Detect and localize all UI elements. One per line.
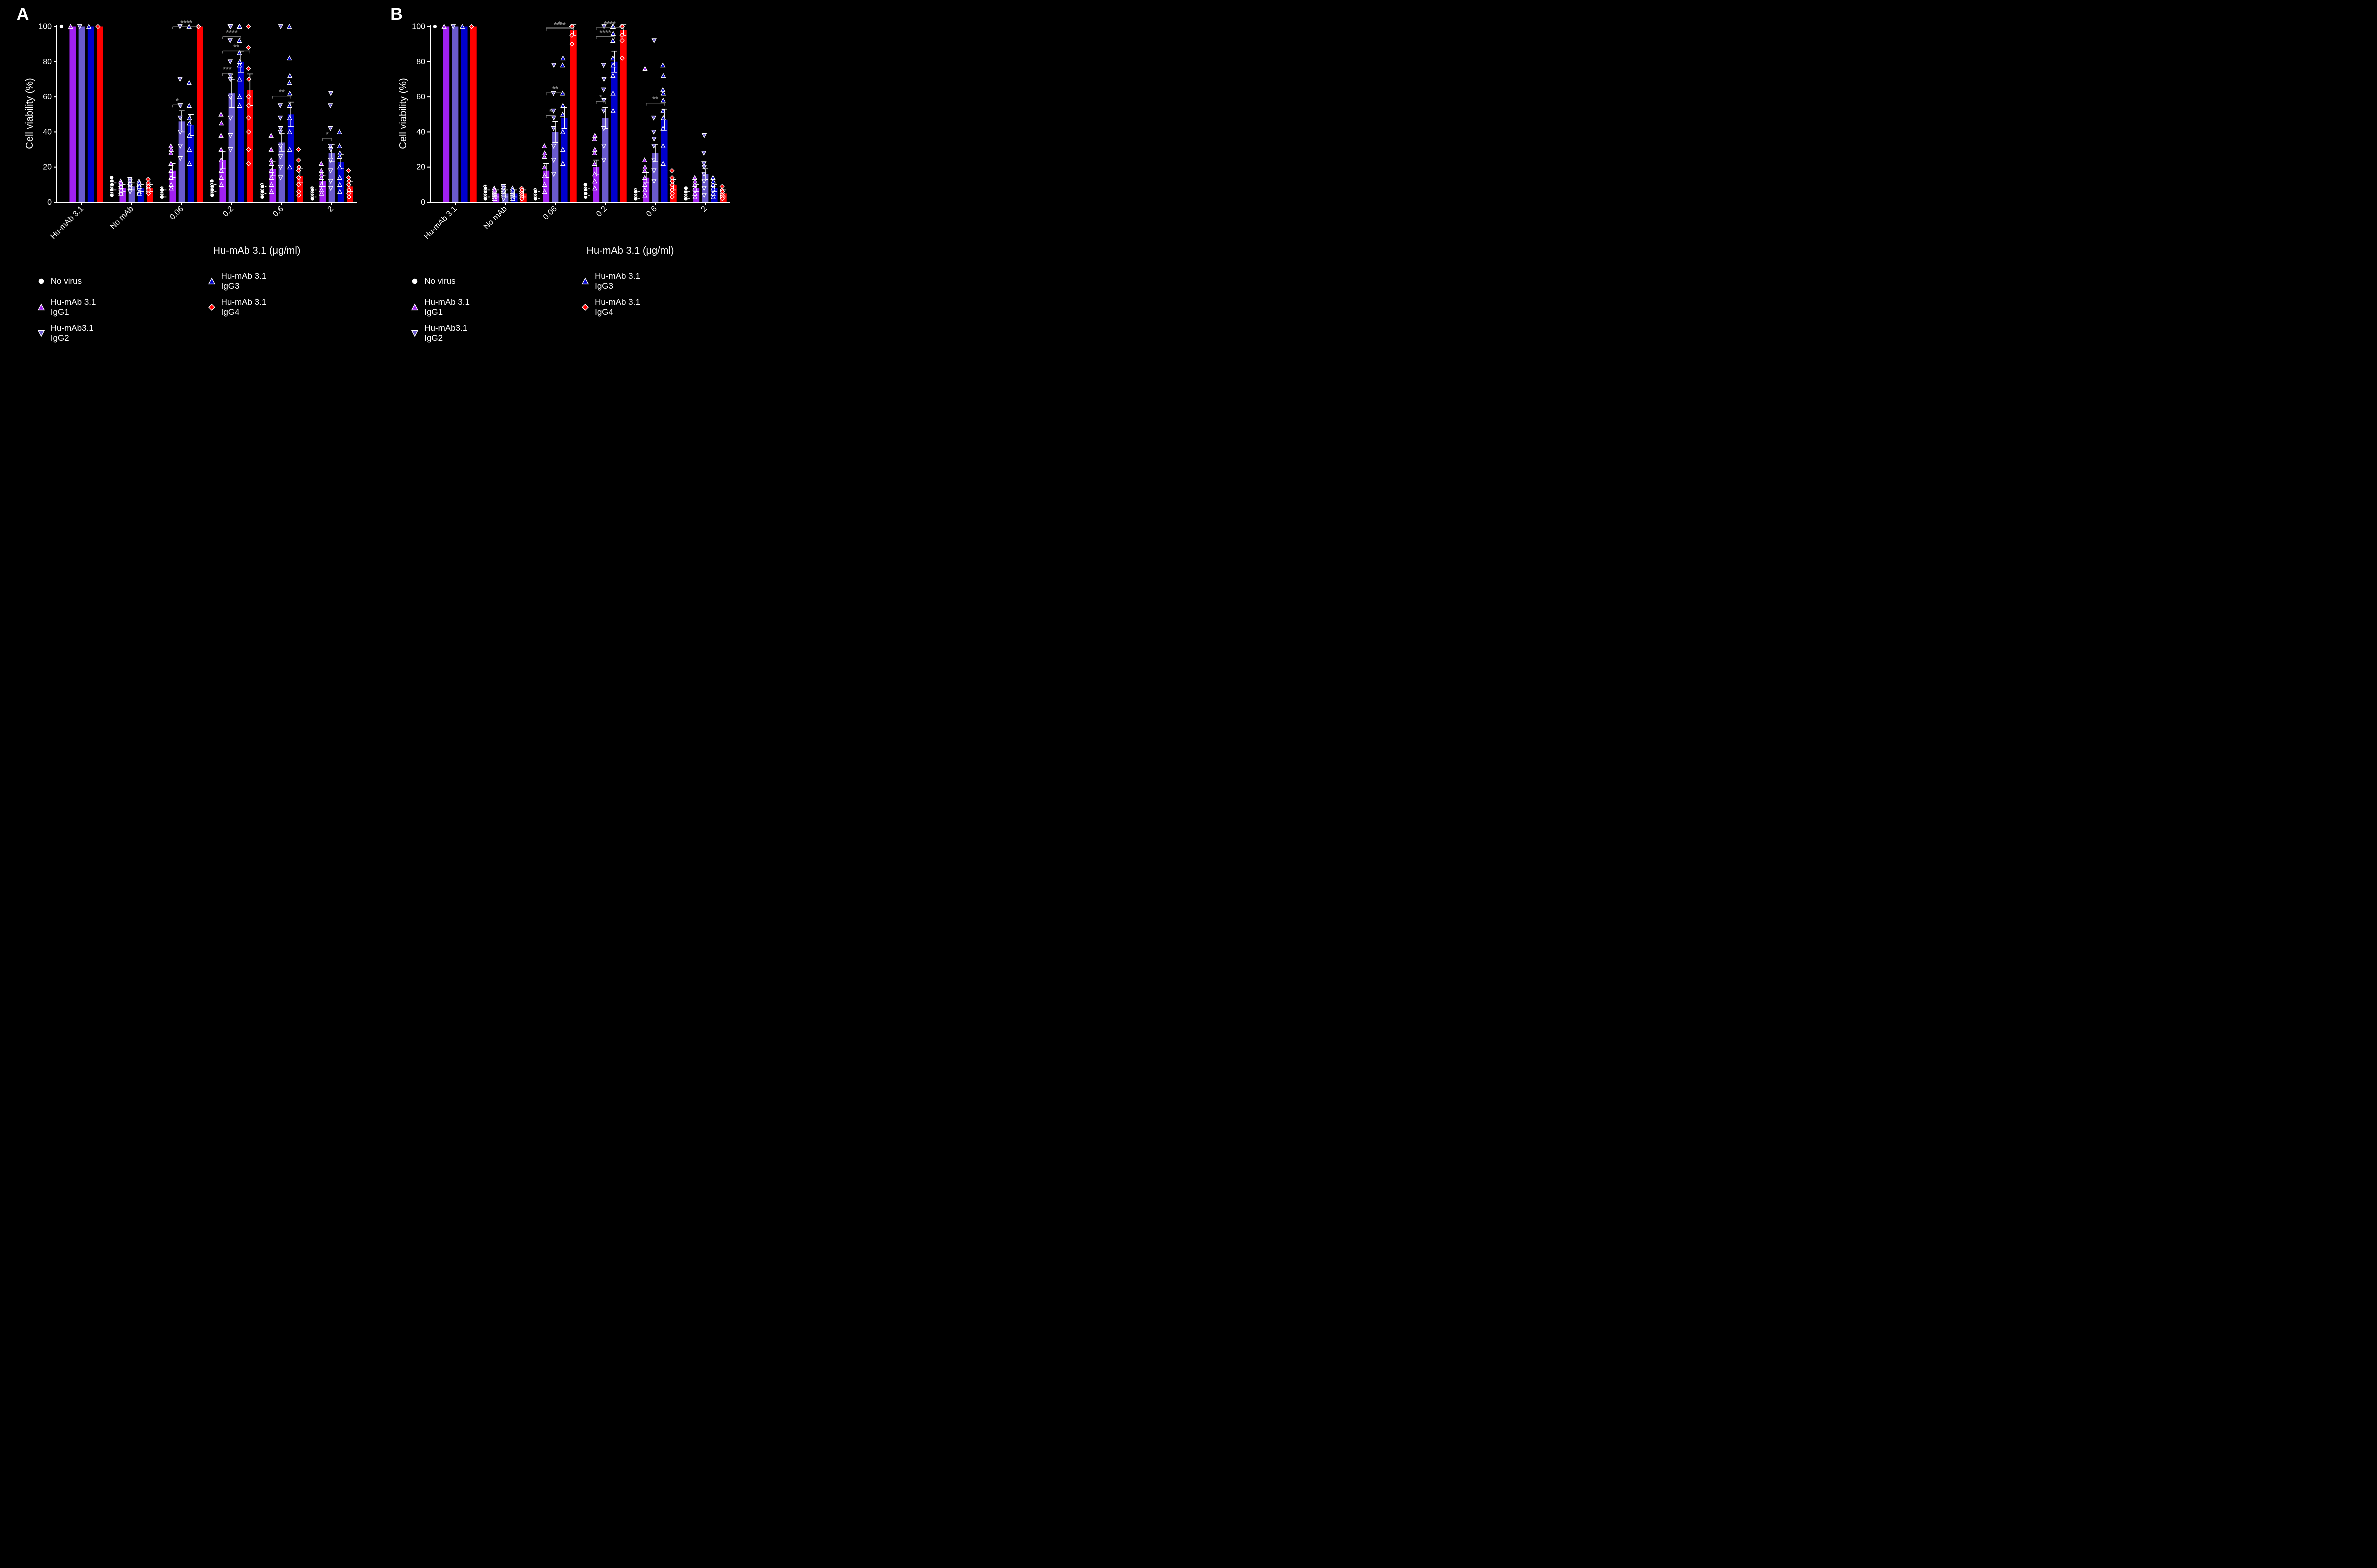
- legend-label-c0: No virus: [51, 276, 82, 286]
- legend-marker-c0: [410, 277, 419, 286]
- legend-label-c3: Hu-mAb 3.1 IgG3: [221, 271, 272, 291]
- svg-text:2: 2: [700, 205, 709, 214]
- svg-text:0.06: 0.06: [542, 205, 559, 222]
- chart-page: A 020406080100Cell viability (%)Hu-mAb 3…: [0, 0, 757, 348]
- svg-text:100: 100: [412, 23, 426, 31]
- svg-text:20: 20: [416, 163, 425, 172]
- legend-label-c1: Hu-mAb 3.1 IgG1: [51, 297, 112, 317]
- y-axis-label: Cell viability (%): [398, 78, 409, 149]
- svg-text:0.6: 0.6: [645, 205, 659, 219]
- svg-text:**: **: [652, 95, 658, 104]
- legend-entry-c4: Hu-mAb 3.1 IgG4: [581, 297, 645, 317]
- svg-text:40: 40: [416, 128, 425, 136]
- chart-a-svg: 0 20 40 60 80 100 Cell viability (%) Hu-mAb 3.1…: [22, 10, 362, 260]
- svg-text:40: 40: [43, 128, 52, 136]
- svg-text:Hu-mAb 3.1: Hu-mAb 3.1: [49, 205, 85, 241]
- svg-text:*: *: [176, 97, 179, 105]
- legend-label-c3: Hu-mAb 3.1 IgG3: [595, 271, 645, 291]
- svg-text:***: ***: [223, 65, 232, 74]
- legend-label-c4: Hu-mAb 3.1 IgG4: [221, 297, 272, 317]
- legend-marker-c4: [207, 303, 216, 312]
- legend-entry-c3: Hu-mAb 3.1 IgG3: [207, 271, 272, 291]
- legend-entry-c0: No virus: [37, 271, 112, 291]
- svg-text:****: ****: [554, 21, 566, 29]
- legend-entry-c4: Hu-mAb 3.1 IgG4: [207, 297, 272, 317]
- svg-text:*: *: [549, 107, 552, 116]
- svg-text:Hu-mAb 3.1: Hu-mAb 3.1: [423, 205, 459, 241]
- svg-text:*: *: [599, 93, 602, 102]
- svg-text:0.2: 0.2: [595, 205, 609, 219]
- legend-marker-c3: [207, 277, 216, 286]
- svg-text:Hu-mAb 3.1 (μg/ml): Hu-mAb 3.1 (μg/ml): [213, 245, 300, 256]
- svg-text:****: ****: [180, 19, 192, 27]
- legend-entry-c2: Hu-mAb3.1 IgG2: [410, 323, 486, 343]
- svg-text:0: 0: [47, 198, 52, 207]
- svg-text:*: *: [326, 130, 329, 139]
- legend-label-c1: Hu-mAb 3.1 IgG1: [424, 297, 486, 317]
- legend-marker-c2: [37, 329, 46, 338]
- svg-text:20: 20: [43, 163, 52, 172]
- legend-a: No virus Hu-mAb 3.1 IgG3 Hu-mAb 3.1 IgG1 Hu…: [22, 271, 272, 343]
- legend-label-c2: Hu-mAb3.1 IgG2: [424, 323, 486, 343]
- svg-text:No mAb: No mAb: [109, 205, 135, 231]
- panel-a: A 020406080100Cell viability (%)Hu-mAb 3…: [22, 10, 362, 343]
- svg-text:0.2: 0.2: [221, 205, 235, 219]
- svg-text:****: ****: [600, 29, 612, 37]
- legend-marker-c1: [410, 303, 419, 312]
- legend-entry-c3: Hu-mAb 3.1 IgG3: [581, 271, 645, 291]
- svg-text:**: **: [233, 43, 239, 51]
- svg-text:****: ****: [226, 29, 238, 37]
- panel-b: B 020406080100Cell viability (%)Hu-mAb 3…: [395, 10, 735, 343]
- legend-entry-c1: Hu-mAb 3.1 IgG1: [37, 297, 112, 317]
- legend-label-c4: Hu-mAb 3.1 IgG4: [595, 297, 645, 317]
- legend-marker-c4: [581, 303, 590, 312]
- legend-label-c0: No virus: [424, 276, 455, 286]
- legend-entry-c1: Hu-mAb 3.1 IgG1: [410, 297, 486, 317]
- svg-text:**: **: [552, 85, 558, 93]
- svg-text:60: 60: [416, 93, 425, 101]
- svg-text:0.06: 0.06: [168, 205, 185, 222]
- legend-entry-c2: Hu-mAb3.1 IgG2: [37, 323, 112, 343]
- svg-text:60: 60: [43, 93, 52, 101]
- svg-text:80: 80: [43, 58, 52, 66]
- legend-marker-c2: [410, 329, 419, 338]
- panel-letter-b: B: [390, 5, 403, 24]
- panel-letter-a: A: [17, 5, 29, 24]
- legend-marker-c0: [37, 277, 46, 286]
- svg-text:0.6: 0.6: [271, 205, 285, 219]
- svg-text:100: 100: [38, 23, 52, 31]
- svg-text:**: **: [279, 88, 285, 97]
- svg-text:No mAb: No mAb: [482, 205, 509, 231]
- legend-marker-c1: [37, 303, 46, 312]
- svg-text:80: 80: [416, 58, 425, 66]
- svg-text:****: ****: [604, 20, 616, 28]
- legend-b: No virus Hu-mAb 3.1 IgG3 Hu-mAb 3.1 IgG1 Hu…: [395, 271, 645, 343]
- svg-text:2: 2: [326, 205, 335, 214]
- legend-marker-c3: [581, 277, 590, 286]
- y-axis-label: Cell viability (%): [24, 78, 35, 149]
- svg-text:Hu-mAb 3.1 (μg/ml): Hu-mAb 3.1 (μg/ml): [587, 245, 674, 256]
- svg-text:0: 0: [421, 198, 425, 207]
- legend-entry-c0: No virus: [410, 271, 486, 291]
- legend-label-c2: Hu-mAb3.1 IgG2: [51, 323, 112, 343]
- chart-b-svg: 0 20 40 60 80 100 Cell viability (%) Hu-mAb 3.1…: [395, 10, 735, 260]
